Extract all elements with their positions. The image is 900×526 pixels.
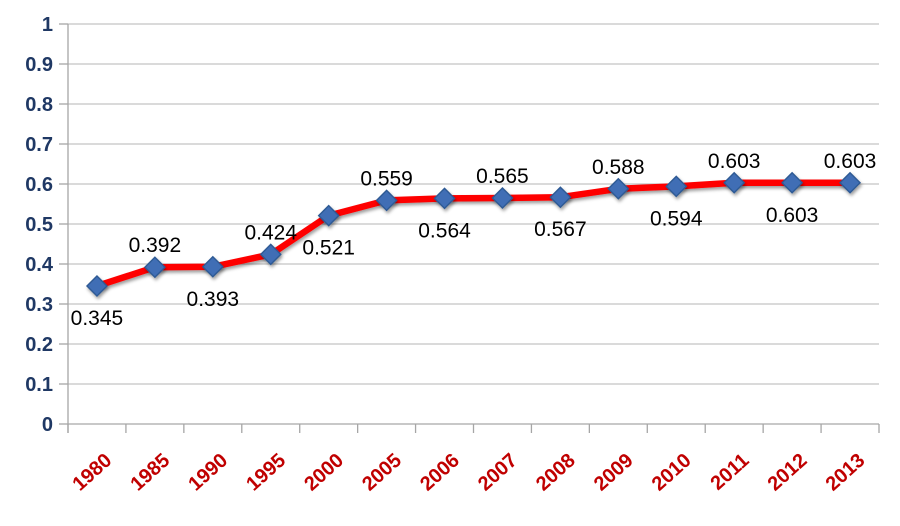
y-axis-label: 0.4 bbox=[25, 254, 54, 276]
data-point-marker bbox=[781, 171, 804, 194]
x-axis-label: 2012 bbox=[764, 449, 812, 495]
y-axis-label: 0 bbox=[42, 414, 53, 436]
data-point-marker bbox=[491, 187, 514, 209]
data-point-marker bbox=[665, 175, 688, 198]
y-axis-label: 1 bbox=[42, 14, 53, 36]
data-point-label: 0.565 bbox=[476, 165, 529, 188]
data-point-marker bbox=[375, 189, 398, 212]
data-point-marker bbox=[433, 187, 456, 210]
x-axis-label: 2013 bbox=[822, 449, 870, 495]
y-axis-label: 0.9 bbox=[25, 54, 53, 76]
data-point-marker bbox=[607, 177, 630, 200]
data-point-label: 0.559 bbox=[360, 167, 413, 190]
x-axis-label: 2007 bbox=[474, 449, 522, 495]
y-axis-label: 0.2 bbox=[25, 334, 53, 356]
data-point-marker bbox=[317, 204, 340, 227]
data-point-label: 0.603 bbox=[708, 150, 761, 173]
data-point-label: 0.564 bbox=[418, 219, 471, 242]
data-point-label: 0.424 bbox=[244, 221, 297, 244]
y-axis-label: 0.1 bbox=[25, 374, 53, 396]
x-axis-label: 2000 bbox=[300, 449, 348, 495]
y-axis-label: 0.6 bbox=[25, 174, 53, 196]
data-point-label: 0.594 bbox=[650, 207, 703, 230]
data-point-label: 0.588 bbox=[592, 156, 645, 179]
y-axis-label: 0.7 bbox=[25, 134, 53, 156]
y-axis-label: 0.3 bbox=[25, 294, 53, 316]
data-point-marker bbox=[839, 171, 862, 194]
x-axis-label: 2008 bbox=[532, 449, 580, 495]
data-point-label: 0.392 bbox=[129, 234, 182, 257]
y-axis-label: 0.8 bbox=[25, 94, 53, 116]
x-axis-label: 1980 bbox=[69, 449, 117, 495]
y-axis-label: 0.5 bbox=[25, 214, 53, 236]
data-point-label: 0.603 bbox=[824, 150, 877, 173]
x-axis-label: 2011 bbox=[707, 449, 754, 494]
data-point-marker bbox=[549, 186, 572, 209]
data-point-label: 0.345 bbox=[71, 307, 124, 330]
data-point-label: 0.603 bbox=[766, 204, 819, 227]
x-axis-label: 2005 bbox=[358, 449, 406, 495]
data-point-marker bbox=[143, 256, 166, 279]
x-axis-label: 2009 bbox=[590, 449, 638, 495]
data-point-label: 0.521 bbox=[302, 237, 355, 260]
data-point-marker bbox=[85, 275, 108, 297]
data-point-marker bbox=[259, 243, 282, 266]
data-point-marker bbox=[201, 255, 224, 278]
x-axis-label: 1990 bbox=[184, 449, 232, 495]
x-axis-label: 1995 bbox=[242, 449, 290, 495]
x-axis-label: 1985 bbox=[126, 449, 174, 495]
x-axis-label: 2010 bbox=[648, 449, 696, 495]
data-point-label: 0.567 bbox=[534, 218, 587, 241]
data-point-label: 0.393 bbox=[187, 288, 240, 311]
x-axis-label: 2006 bbox=[416, 449, 464, 495]
data-point-marker bbox=[723, 171, 746, 194]
